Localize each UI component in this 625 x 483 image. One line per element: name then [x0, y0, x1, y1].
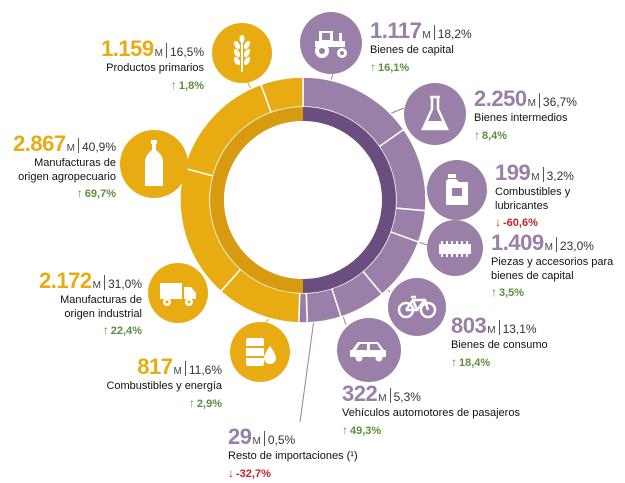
- value-bienes-capital: 1.117: [370, 18, 422, 43]
- name-piezas-accesorios: bienes de capital: [491, 269, 574, 282]
- exports-item-manufacturas-agro: 2.867M 40,9% Manufacturas de origen agrop…: [8, 131, 116, 201]
- change-bienes-capital: 16,1%: [378, 61, 410, 74]
- value-productos-primarios: 1.159: [101, 36, 154, 61]
- bottle-icon: [120, 130, 188, 198]
- share-bienes-consumo: 13,1%: [502, 322, 537, 336]
- arrow-up-icon: ↑: [474, 127, 480, 142]
- fuel-can-icon: [427, 160, 487, 220]
- share-combustibles-lubricantes: 3,2%: [546, 169, 574, 183]
- unit: M: [66, 143, 75, 154]
- oil-barrel-icon: [230, 322, 290, 382]
- unit: M: [527, 98, 536, 109]
- imports-item-bienes-consumo: 803M 13,1% Bienes de consumo ↑ 18,4%: [451, 313, 591, 370]
- name-productos-primarios: Productos primarios: [106, 62, 204, 75]
- exports-item-combustibles-energia: 817M 11,6% Combustibles y energía ↑ 2,9%: [100, 354, 222, 411]
- value-bienes-consumo: 803: [451, 313, 487, 338]
- value-manufacturas-industrial: 2.172: [39, 268, 92, 293]
- name-bienes-capital: Bienes de capital: [370, 44, 454, 57]
- arrow-up-icon: ↑: [370, 59, 376, 74]
- share-combustibles-energia: 11,6%: [188, 363, 222, 377]
- unit: M: [154, 48, 163, 59]
- value-combustibles-energia: 817: [137, 354, 173, 379]
- imports-inner-ring: [302, 107, 396, 293]
- arrow-up-icon: ↑: [451, 354, 457, 369]
- name-manufacturas-agro: Manufacturas de: [34, 157, 116, 170]
- value-combustibles-lubricantes: 199: [495, 160, 531, 185]
- flask-icon: [404, 83, 466, 145]
- arrow-up-icon: ↑: [342, 422, 348, 437]
- imports-item-piezas-accesorios: 1.409M 23,0% Piezas y accesorios para bie…: [491, 230, 623, 300]
- name-manufacturas-industrial: Manufacturas de: [60, 294, 142, 307]
- value-piezas-accesorios: 1.409: [491, 230, 544, 255]
- change-productos-primarios: 1,8%: [178, 79, 204, 92]
- share-bienes-capital: 18,2%: [437, 27, 472, 41]
- imports-item-bienes-intermedios: 2.250M 36,7% Bienes intermedios ↑ 8,4%: [474, 86, 614, 143]
- change-combustibles-lubricantes: -60,6%: [503, 216, 538, 229]
- unit: M: [487, 325, 496, 336]
- change-bienes-intermedios: 8,4%: [482, 129, 508, 142]
- change-bienes-consumo: 18,4%: [459, 356, 491, 369]
- share-vehiculos: 5,3%: [393, 390, 421, 404]
- name-bienes-consumo: Bienes de consumo: [451, 339, 548, 352]
- arrow-up-icon: ↑: [102, 322, 109, 337]
- name-combustibles-lubricantes: Combustibles y lubricantes: [495, 186, 571, 212]
- gear-part-icon: [427, 220, 483, 276]
- name-piezas-accesorios: Piezas y accesorios para: [491, 256, 614, 269]
- share-manufacturas-agro: 40,9%: [81, 140, 116, 154]
- name-manufacturas-agro: origen agropecuario: [18, 170, 116, 183]
- arrow-down-icon: ↓: [228, 465, 234, 480]
- arrow-up-icon: ↑: [188, 395, 195, 410]
- exports-item-productos-primarios: 1.159M 16,5% Productos primarios ↑ 1,8%: [52, 36, 204, 93]
- change-manufacturas-agro: 69,7%: [84, 187, 116, 200]
- value-bienes-intermedios: 2.250: [474, 86, 527, 111]
- name-resto-importaciones: Resto de importaciones (¹): [228, 450, 358, 463]
- unit: M: [531, 172, 540, 183]
- value-vehiculos: 322: [342, 381, 378, 406]
- imports-item-vehiculos: 322M 5,3% Vehículos automotores de pasaje…: [342, 381, 562, 438]
- bicycle-icon: [388, 278, 446, 336]
- arrow-up-icon: ↑: [76, 185, 83, 200]
- unit: M: [544, 242, 553, 253]
- unit: M: [173, 366, 182, 377]
- share-bienes-intermedios: 36,7%: [542, 95, 577, 109]
- arrow-up-icon: ↑: [170, 77, 177, 92]
- share-manufacturas-industrial: 31,0%: [107, 277, 142, 291]
- truck-icon: [148, 263, 208, 323]
- change-resto-importaciones: -32,7%: [236, 467, 271, 480]
- share-productos-primarios: 16,5%: [169, 45, 204, 59]
- name-vehiculos: Vehículos automotores de pasajeros: [342, 407, 520, 420]
- share-piezas-accesorios: 23,0%: [559, 239, 594, 253]
- change-manufacturas-industrial: 22,4%: [110, 324, 142, 337]
- tractor-icon: [300, 12, 362, 74]
- share-resto-importaciones: 0,5%: [267, 433, 296, 447]
- imports-item-resto-importaciones: 29M 0,5% Resto de importaciones (¹) ↓ -32,…: [228, 424, 378, 481]
- car-icon: [337, 318, 401, 382]
- unit: M: [422, 30, 431, 41]
- name-combustibles-energia: Combustibles y energía: [106, 380, 222, 393]
- change-piezas-accesorios: 3,5%: [499, 286, 525, 299]
- unit: M: [92, 280, 101, 291]
- value-resto-importaciones: 29: [228, 424, 252, 449]
- unit: M: [252, 436, 261, 447]
- unit: M: [378, 393, 387, 404]
- name-bienes-intermedios: Bienes intermedios: [474, 112, 568, 125]
- outer-ring: [179, 76, 427, 324]
- wheat-icon: [212, 23, 272, 83]
- change-combustibles-energia: 2,9%: [196, 397, 222, 410]
- change-vehiculos: 49,3%: [350, 424, 382, 437]
- exports-item-manufacturas-industrial: 2.172M 31,0% Manufacturas de origen indus…: [30, 268, 142, 338]
- imports-item-bienes-capital: 1.117M 18,2% Bienes de capital ↑ 16,1%: [370, 18, 510, 75]
- arrow-up-icon: ↑: [491, 284, 497, 299]
- ring-center: [224, 121, 382, 279]
- imports-item-combustibles-lubricantes: 199M 3,2% Combustibles y lubricantes ↓ -60…: [495, 160, 623, 230]
- name-manufacturas-industrial: origen industrial: [64, 307, 142, 320]
- value-manufacturas-agro: 2.867: [13, 131, 66, 156]
- arrow-down-icon: ↓: [495, 214, 501, 229]
